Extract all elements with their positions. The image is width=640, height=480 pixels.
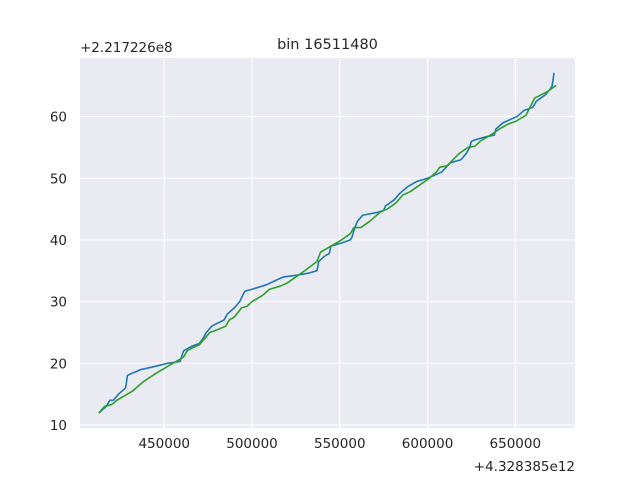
y-tick-label: 10	[50, 418, 67, 434]
series-line-2	[98, 84, 557, 414]
y-gridlines	[80, 116, 575, 426]
chart-title: bin 16511480	[277, 37, 378, 53]
y-tick-label: 40	[50, 233, 67, 249]
y-tick-labels: 10 20 30 40 50 60	[50, 110, 67, 434]
y-offset-label: +2.217226e8	[80, 40, 173, 56]
x-tick-label: 500000	[226, 436, 278, 452]
series-layer	[98, 72, 557, 414]
x-tick-label: 450000	[138, 436, 190, 452]
x-tick-label: 650000	[490, 436, 542, 452]
plot-area	[80, 58, 575, 428]
x-tick-labels: 450000 500000 550000 600000 650000	[138, 436, 541, 452]
y-tick-label: 30	[50, 295, 67, 311]
x-tick-label: 550000	[314, 436, 366, 452]
y-tick-label: 50	[50, 171, 67, 187]
x-tick-label: 600000	[402, 436, 454, 452]
x-offset-label: +4.328385e12	[474, 459, 575, 475]
y-tick-label: 60	[50, 110, 67, 126]
y-tick-label: 20	[50, 356, 67, 372]
